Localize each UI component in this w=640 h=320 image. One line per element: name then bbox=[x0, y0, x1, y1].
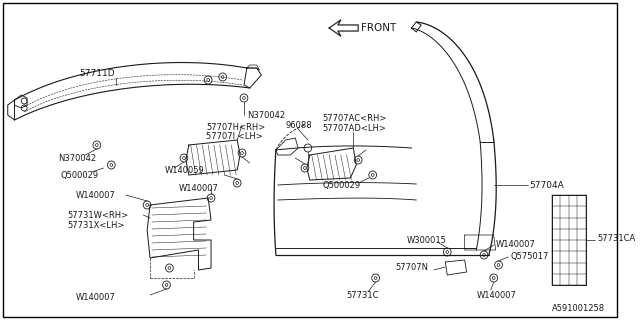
Text: 57711D: 57711D bbox=[79, 68, 115, 77]
Text: 57707I <LH>: 57707I <LH> bbox=[206, 132, 263, 140]
Polygon shape bbox=[329, 20, 358, 36]
Text: FRONT: FRONT bbox=[361, 23, 396, 33]
Text: W140007: W140007 bbox=[179, 183, 219, 193]
Text: W140059: W140059 bbox=[164, 165, 204, 174]
Text: A591001258: A591001258 bbox=[552, 304, 605, 313]
Text: W140007: W140007 bbox=[76, 293, 115, 302]
Text: 57731CA: 57731CA bbox=[597, 234, 636, 243]
Text: 57707AC<RH>: 57707AC<RH> bbox=[323, 114, 387, 123]
Text: W140007: W140007 bbox=[495, 239, 536, 249]
Text: W140007: W140007 bbox=[76, 190, 115, 199]
Text: W140007: W140007 bbox=[476, 291, 516, 300]
Text: 57731X<LH>: 57731X<LH> bbox=[68, 220, 125, 229]
Text: 57707AD<LH>: 57707AD<LH> bbox=[323, 124, 387, 132]
Text: N370042: N370042 bbox=[58, 154, 96, 163]
Text: 57731W<RH>: 57731W<RH> bbox=[68, 211, 129, 220]
Text: W300015: W300015 bbox=[406, 236, 447, 244]
Text: 57704A: 57704A bbox=[529, 180, 564, 189]
Text: 57707N: 57707N bbox=[395, 263, 428, 273]
Text: Q575017: Q575017 bbox=[510, 252, 548, 260]
Text: Q500029: Q500029 bbox=[323, 180, 360, 189]
Text: Q500029: Q500029 bbox=[60, 171, 98, 180]
Text: N370042: N370042 bbox=[247, 110, 285, 119]
Text: 57707H<RH>: 57707H<RH> bbox=[206, 123, 266, 132]
Text: 96088: 96088 bbox=[285, 121, 312, 130]
Text: 57731C: 57731C bbox=[347, 291, 379, 300]
